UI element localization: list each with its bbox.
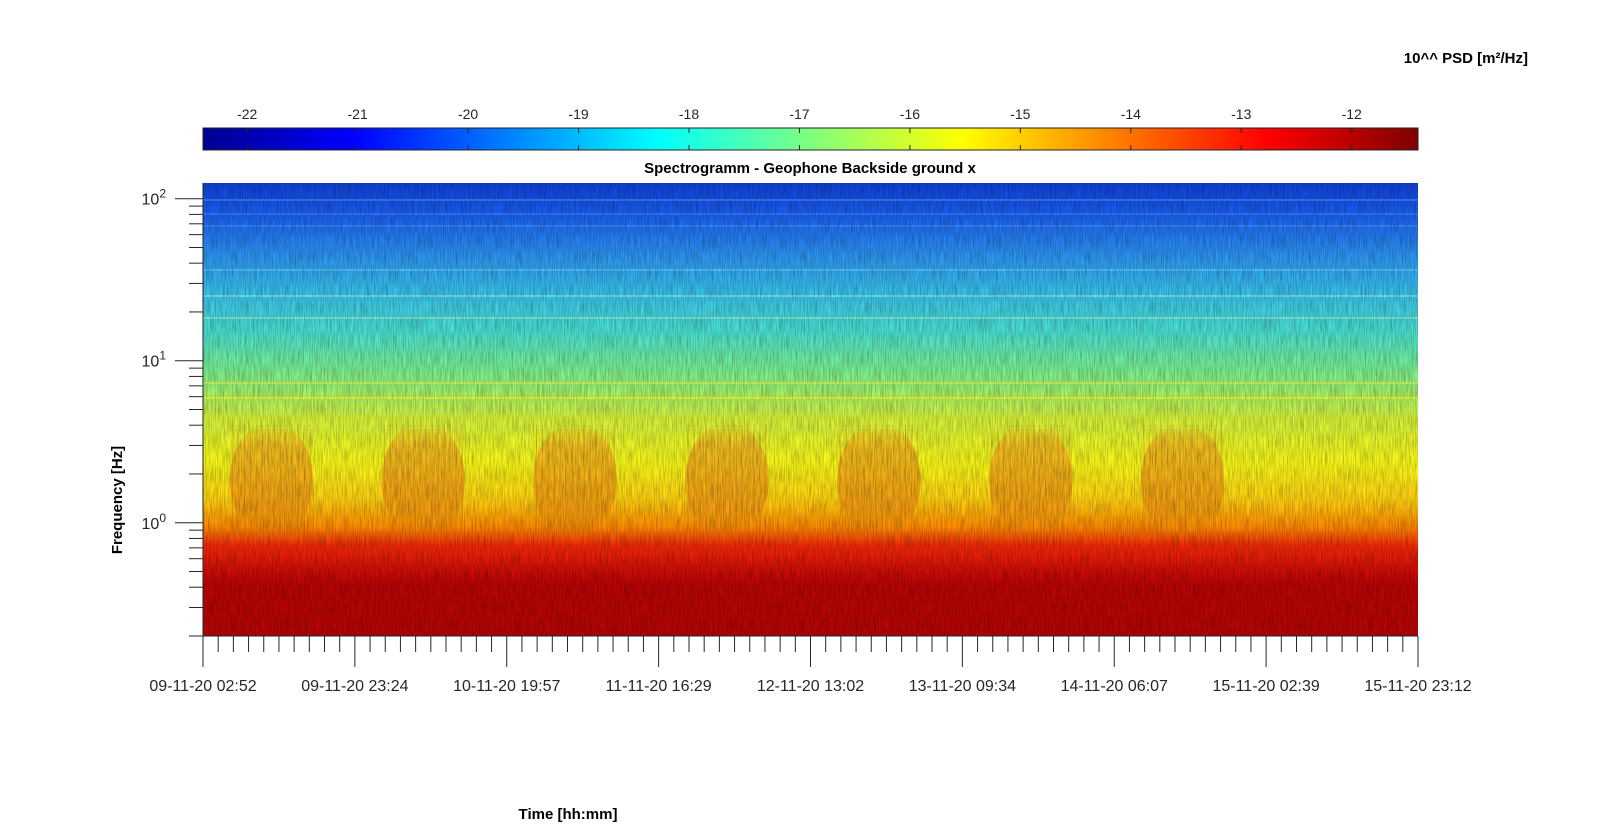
spectrogram-image (203, 183, 1418, 636)
colorbar-tick-label: -12 (1342, 106, 1362, 122)
colorbar-tick-label: -22 (237, 106, 257, 122)
colorbar-tick-label: -15 (1010, 106, 1030, 122)
y-tick-exponent: 1 (159, 349, 166, 363)
colorbar-tick-label: -21 (348, 106, 368, 122)
colorbar: 10^^ PSD [m²/Hz] -22 -21 -20 -19 -18 -17 -16 -1… (202, 50, 1528, 151)
x-tick-label: 09-11-20 02:52 (149, 678, 256, 695)
colorbar-label: 10^^ PSD [m²/Hz] (1404, 50, 1528, 67)
chart-title: Spectrogramm - Geophone Backside ground … (644, 160, 976, 177)
colorbar-tick-label: -13 (1231, 106, 1251, 122)
x-axis-ticks: 09-11-20 02:52 09-11-20 23:24 10-11-20 19:… (149, 636, 1472, 695)
y-tick-label: 102 (142, 187, 167, 209)
y-tick-base: 10 (142, 354, 160, 371)
colorbar-tick-label: -14 (1121, 106, 1141, 122)
y-tick-exponent: 2 (159, 187, 166, 201)
colorbar-tick-label: -19 (568, 106, 588, 122)
y-tick-base: 10 (142, 516, 160, 533)
colorbar-gradient (202, 127, 1419, 151)
x-axis-label: Time [hh:mm] (519, 806, 618, 823)
colorbar-tick-label: -20 (458, 106, 478, 122)
x-tick-label: 10-11-20 19:57 (453, 678, 560, 695)
y-tick-label: 101 (142, 349, 167, 371)
x-tick-label: 12-11-20 13:02 (757, 678, 864, 695)
y-axis-label: Frequency [Hz] (109, 446, 126, 554)
y-tick-label: 100 (142, 511, 167, 533)
colorbar-tick-label: -18 (679, 106, 699, 122)
x-tick-label: 09-11-20 23:24 (301, 678, 408, 695)
x-tick-label: 11-11-20 16:29 (606, 678, 712, 695)
colorbar-tick-label: -16 (900, 106, 920, 122)
x-tick-label: 15-11-20 23:12 (1364, 678, 1471, 695)
x-axis: 09-11-20 02:52 09-11-20 23:24 10-11-20 19:… (149, 635, 1472, 823)
colorbar-ticks: -22 -21 -20 -19 -18 -17 -16 -15 -14 -13 -12 (237, 106, 1362, 150)
y-tick-base: 10 (142, 192, 160, 209)
x-tick-label: 14-11-20 06:07 (1061, 678, 1168, 695)
x-tick-label: 15-11-20 02:39 (1212, 678, 1319, 695)
y-tick-exponent: 0 (159, 511, 166, 525)
spectrogram-noise (203, 183, 1418, 636)
x-tick-label: 13-11-20 09:34 (909, 678, 1016, 695)
colorbar-tick-label: -17 (789, 106, 809, 122)
